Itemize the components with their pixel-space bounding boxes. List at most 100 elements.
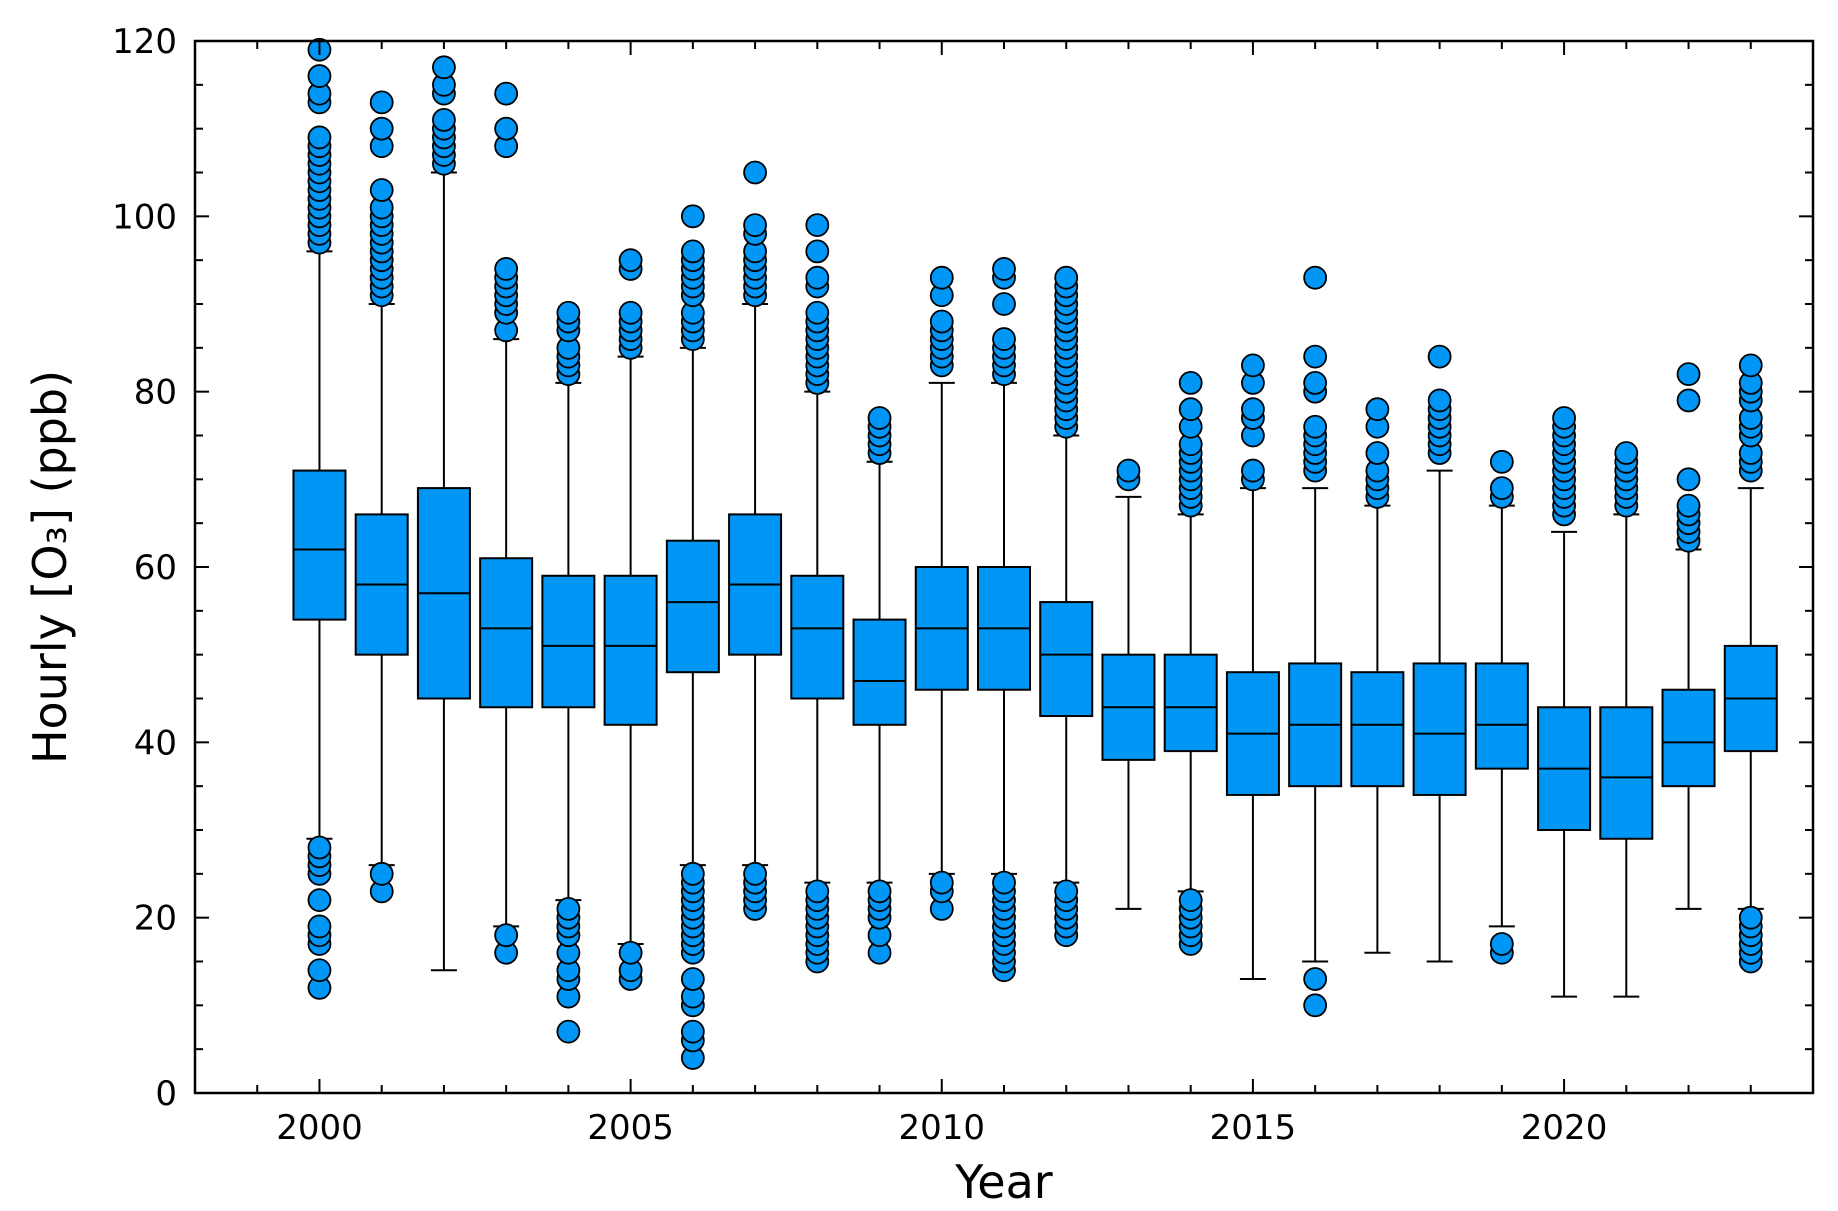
outlier-point xyxy=(743,160,767,185)
outlier-point xyxy=(1738,905,1763,930)
outlier-point xyxy=(1241,353,1265,378)
outlier-point xyxy=(1489,449,1514,474)
axis-ticks xyxy=(194,40,1814,1094)
box-2000 xyxy=(292,37,347,1000)
outlier-point xyxy=(1489,476,1514,501)
outlier-point xyxy=(307,914,332,939)
iqr-box xyxy=(1661,688,1716,788)
iqr-box xyxy=(1163,653,1218,753)
box-2021 xyxy=(1599,441,1654,998)
outlier-point xyxy=(1489,932,1514,956)
outlier-point xyxy=(307,958,332,983)
iqr-box xyxy=(665,539,720,674)
outlier-point xyxy=(1303,370,1328,395)
box-2002 xyxy=(416,55,471,972)
box-2003 xyxy=(479,81,534,965)
outlier-point xyxy=(1427,344,1452,369)
outlier-point xyxy=(805,239,830,264)
y-tick-label: 100 xyxy=(112,197,177,237)
outlier-point xyxy=(1676,388,1701,413)
outlier-point xyxy=(1552,406,1576,430)
outlier-point xyxy=(307,835,332,860)
outlier-point xyxy=(307,125,332,150)
outlier-point xyxy=(1178,888,1203,913)
iqr-box xyxy=(292,469,347,621)
box-2020 xyxy=(1537,406,1592,998)
y-tick-label: 120 xyxy=(112,22,177,62)
box-2019 xyxy=(1474,449,1529,965)
y-tick-label: 40 xyxy=(134,723,177,763)
outlier-point xyxy=(805,265,830,290)
box-2001 xyxy=(354,90,409,904)
y-tick-label: 20 xyxy=(134,899,177,939)
outlier-point xyxy=(432,55,456,80)
x-tick-label: 2005 xyxy=(587,1108,674,1148)
outlier-point xyxy=(805,879,830,904)
plot-marks xyxy=(292,37,1778,1070)
outlier-point xyxy=(307,64,332,88)
iqr-box xyxy=(1412,662,1467,796)
iqr-box xyxy=(603,574,658,726)
outlier-point xyxy=(1738,353,1763,378)
outlier-point xyxy=(680,1019,705,1044)
outlier-point xyxy=(743,861,767,886)
outlier-point xyxy=(867,406,892,430)
iqr-box xyxy=(1039,601,1094,718)
iqr-box xyxy=(541,574,596,709)
outlier-point xyxy=(1365,397,1390,422)
outlier-point xyxy=(867,879,892,904)
outlier-point xyxy=(992,257,1016,281)
box-2017 xyxy=(1350,397,1405,954)
outlier-point xyxy=(494,81,519,106)
y-tick-label: 0 xyxy=(155,1074,177,1114)
outlier-point xyxy=(494,257,519,281)
outlier-point xyxy=(432,108,456,132)
outlier-point xyxy=(556,897,581,921)
outlier-point xyxy=(618,300,643,325)
x-tick-label: 2000 xyxy=(276,1108,363,1148)
outlier-point xyxy=(556,1019,581,1044)
outlier-point xyxy=(369,861,394,886)
box-2010 xyxy=(914,265,969,921)
y-tick-label: 80 xyxy=(134,373,177,413)
box-2018 xyxy=(1412,344,1467,963)
iqr-box xyxy=(1350,671,1405,788)
outlier-point xyxy=(992,292,1016,316)
box-2004 xyxy=(541,300,596,1044)
outlier-point xyxy=(680,204,705,229)
box-2013 xyxy=(1101,458,1156,910)
outlier-point xyxy=(1178,370,1203,395)
box-2009 xyxy=(852,406,907,965)
outlier-point xyxy=(1427,388,1452,413)
outlier-point xyxy=(618,248,643,273)
outlier-point xyxy=(1178,397,1203,422)
outlier-point xyxy=(1676,467,1701,492)
outlier-point xyxy=(1365,441,1390,465)
iqr-box xyxy=(790,574,845,700)
box-2006 xyxy=(665,204,720,1070)
outlier-point xyxy=(1241,458,1265,483)
y-axis-title: Hourly [O₃] (ppb) xyxy=(23,370,77,764)
outlier-point xyxy=(556,300,581,325)
x-tick-label: 2010 xyxy=(899,1108,986,1148)
box-2007 xyxy=(728,160,783,921)
x-axis-title: Year xyxy=(954,1155,1052,1209)
x-tick-label: 2015 xyxy=(1210,1108,1297,1148)
box-2012 xyxy=(1039,265,1094,948)
outlier-point xyxy=(680,861,705,886)
outlier-point xyxy=(369,90,394,115)
outlier-point xyxy=(1303,414,1328,439)
outlier-point xyxy=(680,967,705,991)
outlier-point xyxy=(1054,879,1079,904)
outlier-point xyxy=(1303,993,1328,1018)
outlier-point xyxy=(1116,458,1141,483)
iqr-box xyxy=(1599,706,1654,840)
box-2016 xyxy=(1288,265,1343,1018)
outlier-point xyxy=(992,870,1016,895)
box-2023 xyxy=(1723,353,1778,974)
box-2015 xyxy=(1225,353,1280,981)
outlier-point xyxy=(929,870,954,895)
outlier-point xyxy=(929,265,954,290)
x-tick-label: 2020 xyxy=(1521,1108,1608,1148)
